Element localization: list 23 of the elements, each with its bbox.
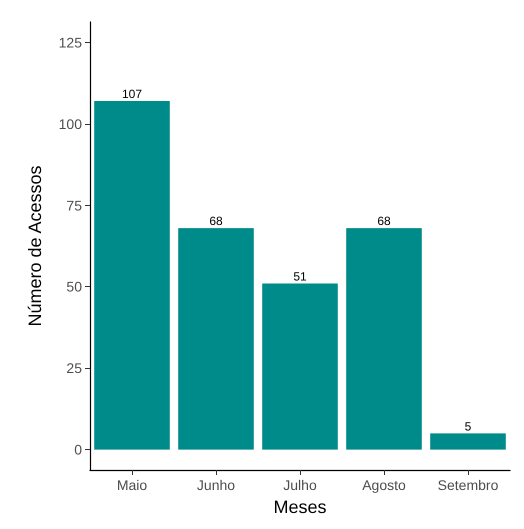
bar [262,283,338,450]
x-tick-label: Agosto [362,477,406,493]
y-tick-label: 125 [58,34,82,50]
x-tick-label: Setembro [438,477,499,493]
y-tick-label: 0 [74,442,82,458]
x-tick-label: Maio [116,477,148,493]
bar [430,433,506,450]
x-tick-label: Junho [196,477,236,493]
y-tick-label: 100 [58,116,82,132]
bar [178,228,254,450]
data-label: 68 [209,214,223,228]
data-label: 107 [122,87,142,102]
y-axis-title: Número de Acessos [25,165,45,327]
data-label: 51 [293,269,307,284]
bar [94,101,170,450]
y-tick-label: 75 [66,197,82,214]
data-label: 5 [464,419,472,434]
data-label: 68 [377,214,391,228]
y-tick-label: 25 [66,360,82,376]
y-tick-label: 50 [66,278,82,295]
bar [346,228,422,450]
x-axis-title: Meses [273,497,327,517]
x-tick-label: Julho [283,477,317,493]
